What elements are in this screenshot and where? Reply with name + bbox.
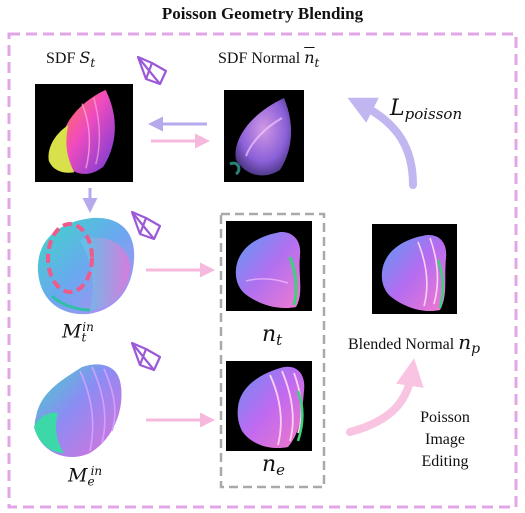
highlight-ellipse [46,222,94,294]
camera-frustum-icon [130,341,162,372]
n-e-label: ne [262,452,286,480]
poisson-image-editing-label: Poisson Image Editing [420,409,470,470]
figure-title: Poisson Geometry Blending [161,4,364,23]
mesh-me-in-image [30,357,126,463]
sdf-render-image [35,84,133,182]
normal-ne-image [226,361,312,451]
sdf-normal-label: SDF Normal nt [218,48,320,71]
camera-frustum-icon [136,55,168,86]
mesh-mt-in-image [32,210,142,320]
blended-normal-label: Blended Normal np [348,330,481,358]
sdf-st-label: SDF St [46,48,96,71]
m-e-in-label: Mein [68,464,103,489]
m-t-in-label: Mtin [62,320,94,345]
blended-normal-image [372,224,457,314]
n-t-label: nt [262,322,283,350]
normal-nt-image [226,221,312,311]
curved-arrow-icon [346,358,424,436]
l-poisson-label: Lpoisson [390,96,463,124]
sdf-normal-image [224,90,304,182]
